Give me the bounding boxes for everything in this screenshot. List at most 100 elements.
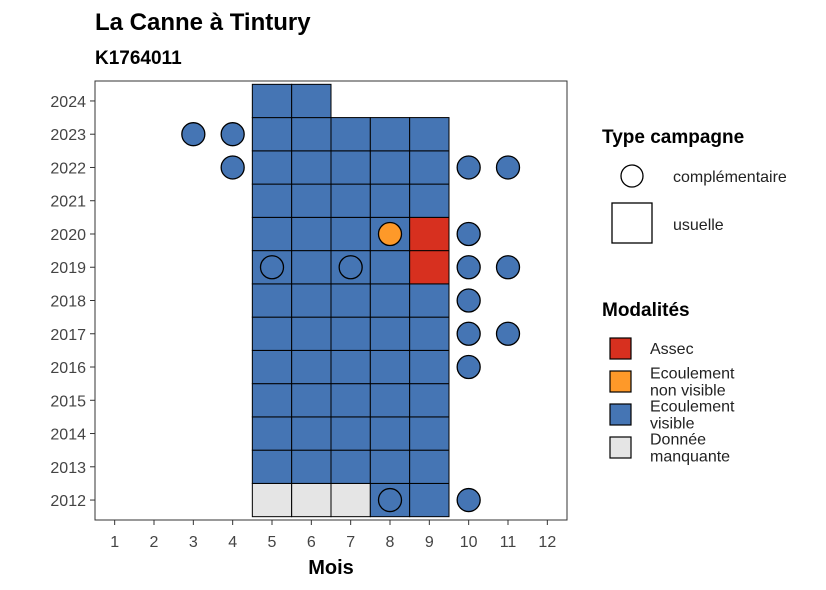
complementaire-point xyxy=(495,321,521,346)
legend-fill-title: Modalités xyxy=(602,300,690,321)
usuelle-cell xyxy=(330,449,371,484)
usuelle-cell xyxy=(291,150,332,185)
usuelle-cell xyxy=(409,482,450,518)
usuelle-cell xyxy=(251,283,293,318)
usuelle-cell xyxy=(369,117,411,152)
x-tick-label: 1 xyxy=(110,534,119,551)
usuelle-cell xyxy=(409,250,450,285)
usuelle-cell xyxy=(291,117,332,152)
usuelle-cell xyxy=(409,383,450,418)
y-tick-label: 2020 xyxy=(50,227,86,244)
y-tick-label: 2024 xyxy=(50,94,86,111)
usuelle-cell xyxy=(251,449,293,484)
x-tick-label: 5 xyxy=(268,534,277,551)
usuelle-cell xyxy=(251,83,293,119)
usuelle-cell xyxy=(409,316,450,351)
usuelle-cell xyxy=(291,449,332,484)
legend-circle-icon xyxy=(620,164,644,188)
usuelle-cell xyxy=(291,250,332,285)
complementaire-point xyxy=(456,487,481,513)
legend-fill-label: Ecoulement xyxy=(650,399,735,416)
usuelle-cell xyxy=(369,316,411,351)
x-tick-label: 8 xyxy=(386,534,395,551)
x-tick-label: 7 xyxy=(346,534,355,551)
complementaire-point xyxy=(495,255,521,280)
x-axis-title: Mois xyxy=(308,557,354,579)
x-axis: 1 2 3 4 5 6 7 8 9 10 11 12 xyxy=(110,520,556,551)
usuelle-cell xyxy=(409,216,450,252)
legend-type-campagne: Type campagne complémentaire usuelle xyxy=(602,127,787,244)
complementaire-point xyxy=(259,255,285,280)
usuelle-cell xyxy=(369,283,411,318)
y-tick-label: 2022 xyxy=(50,160,86,177)
complementaire-point xyxy=(377,221,403,247)
usuelle-cell xyxy=(291,349,332,385)
usuelle-cell xyxy=(369,416,411,451)
legend-shape-label: usuelle xyxy=(673,217,724,234)
usuelle-cell xyxy=(330,349,371,385)
y-axis: 2012 2013 2014 2015 2016 2017 2018 2019 2020 2021… xyxy=(50,94,95,510)
x-tick-label: 9 xyxy=(425,534,434,551)
x-tick-label: 3 xyxy=(189,534,198,551)
usuelle-cell xyxy=(291,283,332,318)
y-tick-label: 2015 xyxy=(50,393,86,410)
usuelle-cell xyxy=(291,316,332,351)
x-tick-label: 10 xyxy=(460,534,478,551)
usuelle-cell xyxy=(251,416,293,451)
y-tick-label: 2021 xyxy=(50,194,86,211)
usuelle-cell xyxy=(369,150,411,185)
usuelle-cell xyxy=(409,150,450,185)
complementaire-point xyxy=(456,288,481,313)
usuelle-cell xyxy=(330,216,371,252)
x-tick-label: 11 xyxy=(500,534,517,551)
usuelle-cell xyxy=(251,216,293,252)
usuelle-cell xyxy=(409,416,450,451)
y-tick-label: 2016 xyxy=(50,360,86,377)
legend-fill-label: Assec xyxy=(650,341,694,358)
usuelle-cell xyxy=(330,183,371,218)
usuelle-cell xyxy=(369,449,411,484)
usuelle-cell xyxy=(330,383,371,418)
usuelle-cell xyxy=(251,383,293,418)
usuelle-cell xyxy=(369,183,411,218)
usuelle-cell xyxy=(369,383,411,418)
y-tick-label: 2012 xyxy=(50,493,86,510)
y-tick-label: 2019 xyxy=(50,260,86,277)
y-tick-label: 2014 xyxy=(50,427,86,444)
complementaire-point xyxy=(456,354,481,380)
complementaire-point xyxy=(220,122,245,147)
usuelle-cell xyxy=(251,150,293,185)
complementaire-point xyxy=(456,221,481,247)
usuelle-cell xyxy=(409,449,450,484)
usuelle-cell xyxy=(409,349,450,385)
y-tick-label: 2018 xyxy=(50,294,86,311)
usuelle-cell xyxy=(251,316,293,351)
usuelle-cell xyxy=(409,283,450,318)
complementaire-point xyxy=(456,155,481,180)
y-tick-label: 2017 xyxy=(50,327,86,344)
x-tick-label: 4 xyxy=(228,534,237,551)
usuelle-cell xyxy=(369,349,411,385)
legend-fill-label: visible xyxy=(650,416,695,433)
y-tick-label: 2013 xyxy=(50,460,86,477)
usuelle-cell xyxy=(330,150,371,185)
legend-swatch xyxy=(609,337,632,360)
complementaire-point xyxy=(377,487,403,513)
usuelle-cell xyxy=(330,482,371,518)
usuelle-cell xyxy=(291,383,332,418)
complementaire-point xyxy=(495,155,521,180)
legend-swatch xyxy=(609,403,632,426)
x-tick-label: 6 xyxy=(307,534,316,551)
usuelle-cell xyxy=(369,250,411,285)
usuelle-cell xyxy=(251,117,293,152)
usuelle-cell xyxy=(409,183,450,218)
x-tick-label: 2 xyxy=(150,534,159,551)
chart-subtitle: K1764011 xyxy=(95,48,182,69)
legend-fill-label: Ecoulement xyxy=(650,366,735,383)
chart-title: La Canne à Tintury xyxy=(95,9,311,36)
complementaire-point xyxy=(456,255,481,280)
usuelle-cell xyxy=(330,416,371,451)
usuelle-cell xyxy=(330,316,371,351)
legend-fill-label: Donnée xyxy=(650,432,706,449)
